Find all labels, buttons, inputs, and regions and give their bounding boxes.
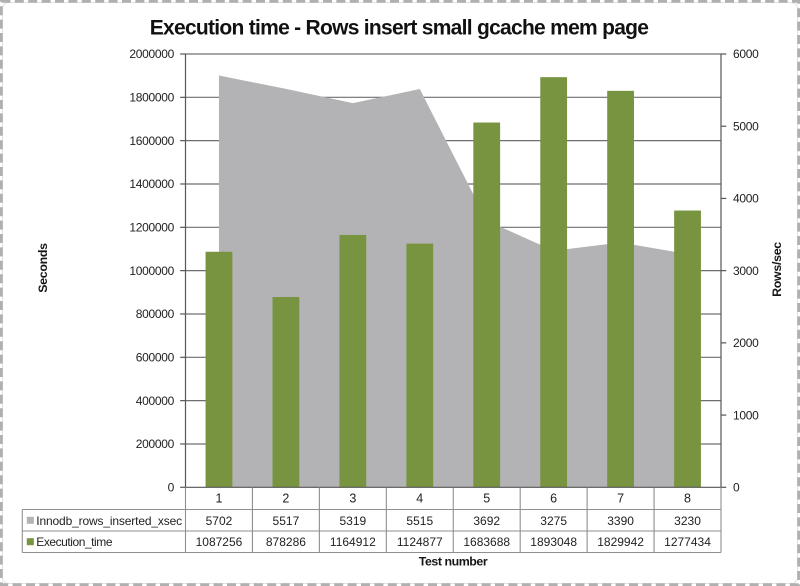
svg-text:6000: 6000 <box>733 47 759 61</box>
svg-text:2: 2 <box>282 491 289 505</box>
svg-text:2000: 2000 <box>733 336 759 350</box>
svg-text:Execution_time: Execution_time <box>36 535 113 549</box>
svg-text:5000: 5000 <box>733 119 759 133</box>
svg-text:1829942: 1829942 <box>597 535 644 549</box>
svg-text:Innodb_rows_inserted_xsec: Innodb_rows_inserted_xsec <box>36 514 182 528</box>
svg-text:1164912: 1164912 <box>330 535 376 549</box>
svg-text:3275: 3275 <box>540 514 567 528</box>
svg-text:3692: 3692 <box>473 514 500 528</box>
svg-text:3: 3 <box>349 491 356 505</box>
svg-text:8: 8 <box>684 491 691 505</box>
svg-text:2000000: 2000000 <box>129 47 174 61</box>
svg-text:1087256: 1087256 <box>196 535 243 549</box>
svg-text:1000: 1000 <box>733 408 759 422</box>
svg-text:Rows/sec: Rows/sec <box>770 242 784 297</box>
svg-text:Seconds: Seconds <box>36 243 50 293</box>
svg-text:Test number: Test number <box>419 555 488 569</box>
svg-text:5702: 5702 <box>206 514 233 528</box>
svg-text:1000000: 1000000 <box>129 264 174 278</box>
svg-text:5517: 5517 <box>273 514 300 528</box>
svg-text:1: 1 <box>215 491 222 505</box>
svg-text:0: 0 <box>733 481 740 495</box>
svg-text:3000: 3000 <box>733 264 759 278</box>
svg-text:5319: 5319 <box>339 514 366 528</box>
svg-text:3230: 3230 <box>674 514 701 528</box>
svg-text:600000: 600000 <box>136 351 175 365</box>
svg-text:5515: 5515 <box>406 514 433 528</box>
svg-text:Execution time - Rows insert s: Execution time - Rows insert small gcach… <box>150 17 649 40</box>
svg-text:0: 0 <box>168 481 175 495</box>
svg-text:7: 7 <box>617 491 624 505</box>
svg-text:5: 5 <box>483 491 490 505</box>
svg-text:1600000: 1600000 <box>129 134 174 148</box>
svg-text:1400000: 1400000 <box>129 177 174 191</box>
svg-text:400000: 400000 <box>136 394 175 408</box>
svg-text:4000: 4000 <box>733 192 759 206</box>
svg-text:1800000: 1800000 <box>129 91 174 105</box>
svg-text:1124877: 1124877 <box>397 535 443 549</box>
svg-text:1893048: 1893048 <box>530 535 577 549</box>
svg-text:800000: 800000 <box>136 307 175 321</box>
svg-text:1277434: 1277434 <box>664 535 711 549</box>
svg-text:3390: 3390 <box>607 514 634 528</box>
svg-text:1683688: 1683688 <box>463 535 510 549</box>
svg-text:1200000: 1200000 <box>129 221 174 235</box>
svg-text:200000: 200000 <box>136 437 175 451</box>
svg-text:6: 6 <box>550 491 557 505</box>
svg-text:878286: 878286 <box>266 535 306 549</box>
svg-text:4: 4 <box>416 491 423 505</box>
